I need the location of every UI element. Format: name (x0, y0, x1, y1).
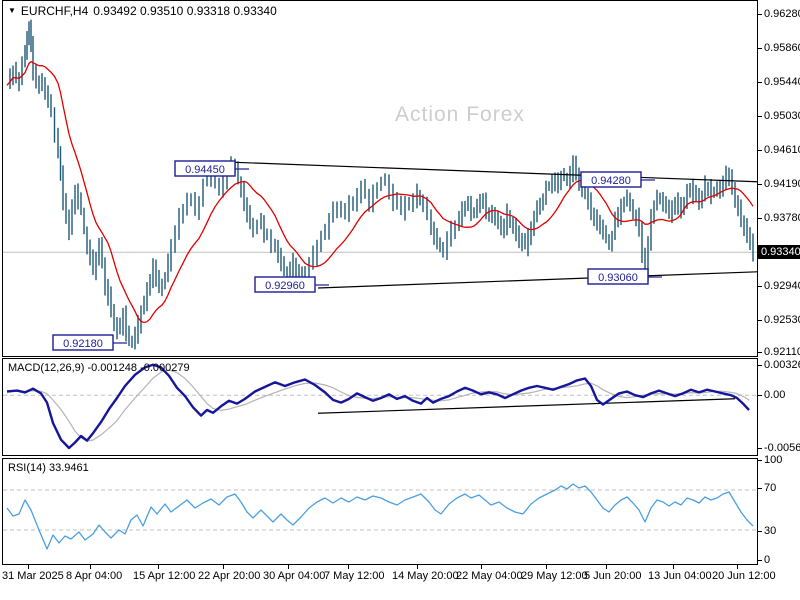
time-tick-label: 20 Jun 12:00 (712, 570, 776, 582)
axis-tick-label: -0.005699 (764, 442, 800, 454)
axis-tick (757, 320, 762, 321)
axis-tick (757, 531, 762, 532)
price-tag-box (174, 160, 236, 177)
trendline (317, 271, 757, 289)
axis-tick (757, 286, 762, 287)
symbol-period-label: EURCHF,H4 (20, 4, 89, 18)
axis-tick-label: 100 (764, 454, 783, 466)
macd-pane: MACD(12,26,9) -0.001248 -0.000279 (2, 358, 758, 456)
axis-tick-label: 0.96280 (764, 8, 800, 20)
axis-tick-label: 0.95440 (764, 76, 800, 88)
price-tag-text: 0.94450 (185, 164, 225, 176)
axis-tick (757, 14, 762, 15)
rsi-canvas (3, 483, 757, 550)
chart-title: ▼ EURCHF,H4 0.93492 0.93510 0.93318 0.93… (8, 4, 277, 18)
macd-label: MACD(12,26,9) -0.001248 -0.000279 (8, 362, 190, 374)
axis-tick (757, 460, 762, 461)
axis-tick-label: 0.94610 (764, 144, 800, 156)
time-tick (288, 565, 289, 569)
time-tick-label: 7 May 12:00 (324, 570, 385, 582)
time-tick (606, 565, 607, 569)
moving-average-line (6, 60, 754, 324)
current-price-tag: 0.93340 (758, 245, 800, 259)
axis-tick-label: 0.95030 (764, 110, 800, 122)
axis-tick-label: 0.00 (764, 389, 786, 401)
axis-tick-label: 0.003263 (764, 359, 800, 371)
time-tick (348, 565, 349, 569)
time-tick-label: 29 May 12:00 (521, 570, 588, 582)
axis-tick (757, 395, 762, 396)
price-tag-text: 0.92960 (265, 280, 305, 292)
time-tick (158, 565, 159, 569)
axis-tick-label: 0 (764, 554, 771, 566)
axis-tick (757, 365, 762, 366)
time-tick (223, 565, 224, 569)
ohlc-values: 0.93492 0.93510 0.93318 0.93340 (93, 4, 277, 18)
price-axis: 0.96280 0.95860 0.95440 0.95030 0.94610 0.941… (757, 0, 800, 600)
price-tag-box (52, 334, 114, 351)
price-tag-text: 0.94280 (591, 175, 631, 187)
axis-tick (757, 488, 762, 489)
price-tag-box (254, 276, 316, 293)
watermark-text: Action Forex (395, 103, 525, 126)
time-tick-label: 30 Apr 04:00 (263, 570, 326, 582)
time-tick (737, 565, 738, 569)
axis-tick (757, 116, 762, 117)
time-tick (673, 565, 674, 569)
price-tag-box (580, 171, 642, 188)
axis-tick (757, 82, 762, 83)
axis-tick (757, 150, 762, 151)
time-tick-label: 22 Apr 20:00 (198, 570, 261, 582)
time-tick-label: 5 Jun 20:00 (584, 570, 642, 582)
time-tick-label: 31 Mar 2025 (2, 570, 64, 582)
macd-trendline (317, 398, 736, 414)
axis-tick-label: 0.93780 (764, 212, 800, 224)
price-tag-box (587, 268, 649, 285)
price-chart-canvas: 0.94450 0.94280 0.92960 0.93060 0.92180 (3, 19, 757, 351)
axis-tick-label: 0.92530 (764, 314, 800, 326)
axis-tick (757, 184, 762, 185)
axis-tick-label: 0.94190 (764, 178, 800, 190)
macd-canvas (3, 363, 757, 450)
axis-tick (757, 560, 762, 561)
trendline (234, 161, 757, 183)
axis-tick-label: 0.92940 (764, 280, 800, 292)
macd-line (6, 363, 750, 450)
axis-tick (757, 448, 762, 449)
time-tick-label: 15 Apr 12:00 (133, 570, 196, 582)
axis-tick (757, 48, 762, 49)
time-tick (481, 565, 482, 569)
time-tick (90, 565, 91, 569)
rsi-label: RSI(14) 33.9461 (8, 462, 89, 474)
axis-tick-label: 30 (764, 525, 777, 537)
rsi-pane: RSI(14) 33.9461 (2, 458, 758, 565)
axis-tick-label: 0.92110 (764, 346, 800, 358)
axis-tick-label: 0.95860 (764, 42, 800, 54)
time-tick (546, 565, 547, 569)
price-tag-text: 0.93060 (598, 272, 638, 284)
axis-tick-label: 70 (764, 482, 777, 494)
chevron-down-icon: ▼ (8, 6, 16, 15)
time-tick-label: 13 Jun 04:00 (648, 570, 712, 582)
time-tick (28, 565, 29, 569)
rsi-line (6, 483, 754, 550)
axis-tick (757, 218, 762, 219)
time-tick-label: 14 May 20:00 (392, 570, 459, 582)
price-chart-pane: ▼ EURCHF,H4 0.93492 0.93510 0.93318 0.93… (2, 0, 758, 357)
price-tag-text: 0.92180 (63, 338, 103, 350)
time-tick (417, 565, 418, 569)
time-axis: 31 Mar 2025 8 Apr 04:00 15 Apr 12:00 22 Apr… (0, 565, 800, 600)
time-tick-label: 22 May 04:00 (456, 570, 523, 582)
axis-tick (757, 352, 762, 353)
macd-signal-line (6, 369, 750, 442)
time-tick-label: 8 Apr 04:00 (66, 570, 123, 582)
